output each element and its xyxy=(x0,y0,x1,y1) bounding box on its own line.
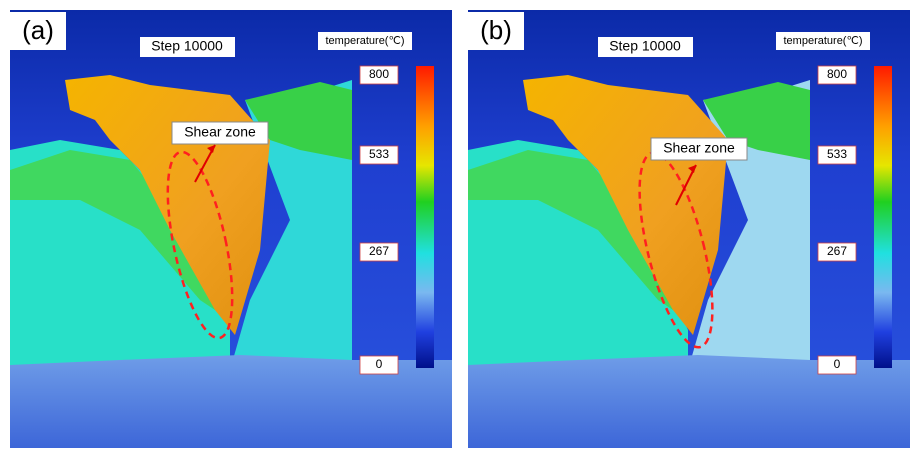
colorbar-tick-box xyxy=(817,65,857,85)
colorbar-title: temperature(℃) xyxy=(326,35,405,47)
colorbar-tick-box xyxy=(817,242,857,262)
floor xyxy=(468,355,910,448)
colorbar-tick-label: 267 xyxy=(827,244,847,258)
annotation: Shear zone xyxy=(663,140,735,156)
annotation: Shear zone xyxy=(184,124,256,140)
annotation-box xyxy=(171,121,269,145)
annotation-box xyxy=(650,137,748,161)
colorbar-tick-box xyxy=(817,355,857,375)
colorbar-tick-label: 533 xyxy=(369,147,389,161)
panel-label-box xyxy=(468,12,524,50)
colorbar xyxy=(416,66,434,368)
colorbar-tick-box xyxy=(359,242,399,262)
colorbar-tick-box xyxy=(817,145,857,165)
colorbar-tick-label: 267 xyxy=(369,244,389,258)
colorbar-tick-label: 533 xyxy=(827,147,847,161)
panel-label: (b) xyxy=(480,15,512,45)
arrow-head xyxy=(207,145,215,153)
colorbar xyxy=(874,66,892,368)
step-label: Step 10000 xyxy=(609,38,681,54)
arrow-head xyxy=(688,165,696,173)
step-box xyxy=(140,37,235,57)
green-band xyxy=(468,150,688,320)
colorbar-title-box xyxy=(318,32,412,50)
panel: Shear zone (a) Step 10000 temperature(℃) 800… xyxy=(10,10,452,448)
panel: Shear zone (b) Step 10000 temperature(℃) 800… xyxy=(468,10,910,448)
panel-label-box xyxy=(10,12,66,50)
green-band xyxy=(10,150,230,320)
floor xyxy=(10,355,452,448)
green-top xyxy=(245,82,352,160)
colorbar-tick-box xyxy=(359,355,399,375)
step-label: Step 10000 xyxy=(151,38,223,54)
colorbar-tick-box xyxy=(359,65,399,85)
colorbar-tick-label: 800 xyxy=(369,67,389,81)
colorbar-tick-box xyxy=(359,145,399,165)
step-box xyxy=(598,37,693,57)
colorbar-tick-label: 0 xyxy=(834,357,841,371)
shear-zone-outline xyxy=(166,150,234,340)
colorbar-tick-label: 800 xyxy=(827,67,847,81)
panel-label: (a) xyxy=(22,15,54,45)
colorbar-tick-label: 0 xyxy=(376,357,383,371)
colorbar-title: temperature(℃) xyxy=(784,35,863,47)
colorbar-title-box xyxy=(776,32,870,50)
